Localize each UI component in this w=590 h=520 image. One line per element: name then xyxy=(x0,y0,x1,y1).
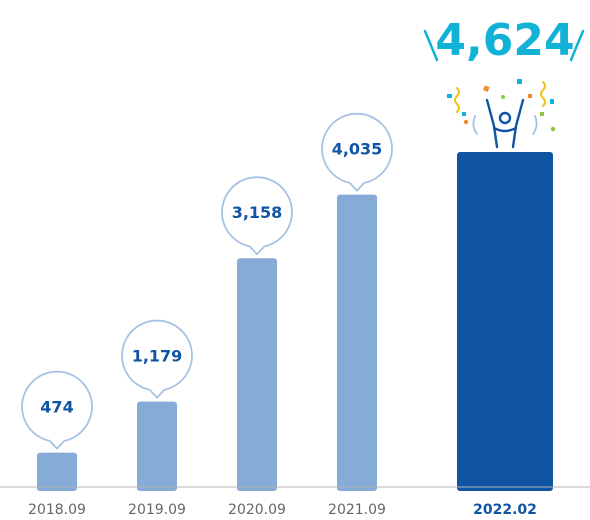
category-label-2022.02: 2022.02 xyxy=(473,502,537,518)
value-bubble-2019.09: 1,179 xyxy=(121,319,193,399)
celebration-decoration xyxy=(447,79,556,149)
celebrating-person-icon xyxy=(472,98,538,149)
category-label-2019.09: 2019.09 xyxy=(128,502,186,518)
bar-2022.02 xyxy=(457,152,553,491)
bubble-shape xyxy=(121,319,193,399)
value-bubble-2021.09: 4,035 xyxy=(321,112,393,192)
left-accent-slash xyxy=(423,29,439,62)
value-bubbles-layer: 474 1,179 3,158 4,035 xyxy=(21,112,393,450)
bar-2021.09 xyxy=(337,194,377,491)
value-bubble-2020.09: 3,158 xyxy=(221,176,293,256)
highlight-value-label: 4,624 xyxy=(435,15,574,66)
value-label-2018.09: 474 xyxy=(40,398,73,417)
bars-layer xyxy=(37,152,553,491)
highlight-value-group: 4,624 xyxy=(423,15,585,66)
category-labels-layer: 2018.09 2019.09 2020.09 2021.09 2022.02 xyxy=(28,502,537,518)
bubble-shape xyxy=(321,112,393,192)
value-label-2020.09: 3,158 xyxy=(232,203,283,222)
bar-2018.09 xyxy=(37,452,77,491)
right-accent-slash xyxy=(569,29,585,62)
bar-2020.09 xyxy=(237,258,277,491)
category-label-2020.09: 2020.09 xyxy=(228,502,286,518)
value-label-2021.09: 4,035 xyxy=(332,140,383,159)
value-label-2019.09: 1,179 xyxy=(132,347,183,366)
value-bubble-2018.09: 474 xyxy=(21,370,93,450)
confetti-icon xyxy=(447,79,556,132)
bar-2019.09 xyxy=(137,401,177,491)
category-label-2021.09: 2021.09 xyxy=(328,502,386,518)
category-label-2018.09: 2018.09 xyxy=(28,502,86,518)
bubble-shape xyxy=(221,176,293,256)
bubble-shape xyxy=(21,370,93,450)
